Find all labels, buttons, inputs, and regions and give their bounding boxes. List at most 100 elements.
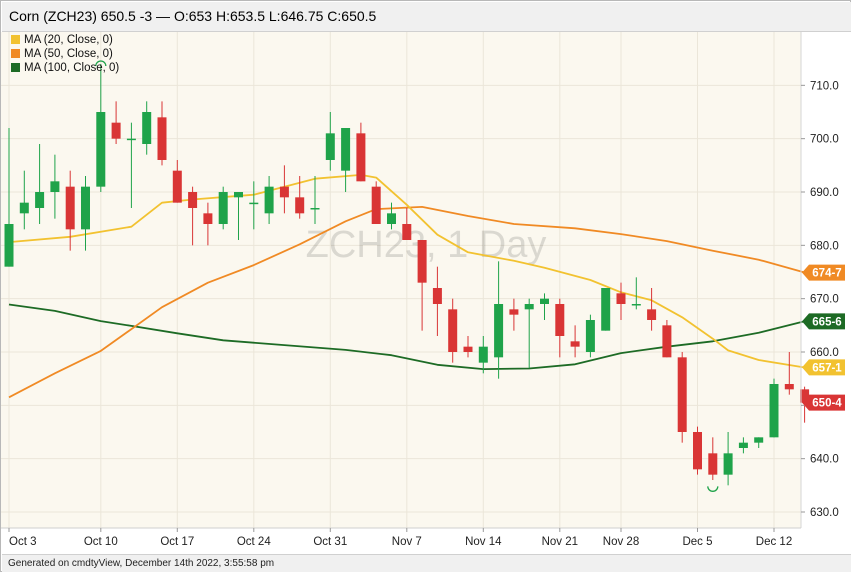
y-tick-label: 710.0 (810, 80, 839, 92)
candle (540, 293, 549, 320)
candle (142, 101, 152, 155)
price-tag-label: 665-6 (812, 316, 841, 328)
price-tag-background (802, 394, 845, 411)
candle (601, 288, 611, 331)
candlestick-chart[interactable]: ZCH23, 1 Day 630.0640.0650.0660.0670.068… (1, 32, 851, 554)
legend-item[interactable]: MA (20, Close, 0) (11, 34, 113, 46)
candle-body (601, 288, 611, 331)
candle (249, 181, 259, 230)
candle (295, 176, 305, 219)
candle-body (540, 298, 549, 304)
candle-body (448, 309, 458, 352)
candle-body (264, 186, 274, 214)
y-tick-label: 680.0 (810, 240, 839, 252)
candle (570, 325, 580, 358)
candle (279, 165, 289, 214)
candle-body (81, 186, 90, 230)
candle-body (35, 192, 45, 208)
candle (524, 298, 534, 368)
candle-body (585, 320, 595, 352)
price-tag-label: 657-1 (812, 362, 842, 374)
candle-body (524, 304, 534, 310)
candle-body (432, 288, 442, 304)
candle-body (310, 208, 320, 210)
x-tick-label: Oct 3 (9, 536, 36, 548)
candle-body (662, 325, 672, 358)
candle-body (509, 309, 519, 315)
candle (448, 298, 458, 363)
legend-item[interactable]: MA (50, Close, 0) (11, 48, 113, 60)
candle (478, 336, 488, 374)
candle-body (387, 213, 396, 224)
swing-high-marker (95, 60, 107, 67)
legend-swatch (11, 35, 20, 44)
candle (81, 176, 90, 251)
candle-body (754, 437, 764, 443)
x-tick-label: Nov 7 (392, 536, 422, 548)
candle (432, 266, 442, 336)
candle (509, 298, 519, 331)
quote-summary: Corn (ZCH23) 650.5 -3 — O:653 H:653.5 L:… (9, 8, 377, 24)
candle-body (65, 186, 75, 230)
candle (172, 160, 182, 203)
candle-body (647, 309, 657, 320)
y-tick-label: 660.0 (810, 347, 839, 359)
x-tick-label: Nov 14 (465, 536, 502, 548)
candle-body (738, 442, 748, 448)
x-tick-label: Dec 5 (682, 536, 712, 548)
candle-body (325, 133, 335, 160)
price-tag: 650-4 (802, 394, 845, 411)
candle (616, 282, 626, 320)
candle (387, 202, 396, 230)
price-tag-label: 674-7 (812, 268, 841, 280)
candle (693, 426, 702, 475)
price-tag-background (802, 264, 845, 281)
quote-header: Corn (ZCH23) 650.5 -3 — O:653 H:653.5 L:… (2, 2, 851, 32)
x-tick-label: Oct 31 (313, 536, 347, 548)
price-tag-background (802, 359, 845, 376)
candle (738, 437, 748, 454)
candle-body (172, 170, 182, 203)
grid-lines (1, 32, 801, 528)
x-axis-ticks: Oct 3 Oct 10 Oct 17 Oct 24 Oct 31 Nov 7 Nov 14… (8, 528, 792, 548)
generated-note: Generated on cmdtyView, December 14th 20… (8, 558, 275, 569)
candle-body (616, 293, 626, 304)
price-tag: 665-6 (802, 313, 845, 330)
candle-body (784, 384, 794, 390)
candle-body (463, 346, 473, 352)
candle (157, 101, 167, 166)
y-tick-label: 700.0 (810, 134, 839, 146)
candle (4, 128, 14, 267)
y-axis-panel (801, 32, 851, 554)
price-tag-label: 650-4 (812, 398, 842, 410)
ma100-line (8, 303, 805, 371)
candle (188, 186, 198, 246)
candle-body (693, 432, 702, 470)
candle (19, 170, 29, 230)
candle-body (295, 197, 305, 214)
candle-body (555, 304, 565, 336)
candle (784, 352, 794, 395)
candles (4, 64, 810, 486)
candle-body (494, 304, 504, 358)
candle (402, 208, 412, 240)
candle (218, 186, 228, 230)
candle-body (800, 389, 810, 403)
candle-body (203, 213, 213, 224)
x-tick-label: Nov 28 (603, 536, 639, 548)
legend-item[interactable]: MA (100, Close, 0) (11, 62, 119, 74)
candle (754, 437, 764, 448)
candle (417, 240, 427, 331)
candle-body (4, 224, 14, 267)
candle-body (402, 224, 412, 240)
candle-body (478, 346, 488, 363)
candle-body (677, 357, 687, 432)
y-tick-label: 670.0 (810, 294, 839, 306)
legend-swatch (11, 49, 20, 58)
candle (769, 378, 779, 438)
candle (234, 192, 243, 240)
candle-body (356, 133, 366, 182)
legend-label: MA (50, Close, 0) (24, 48, 113, 60)
candle-body (111, 122, 121, 139)
